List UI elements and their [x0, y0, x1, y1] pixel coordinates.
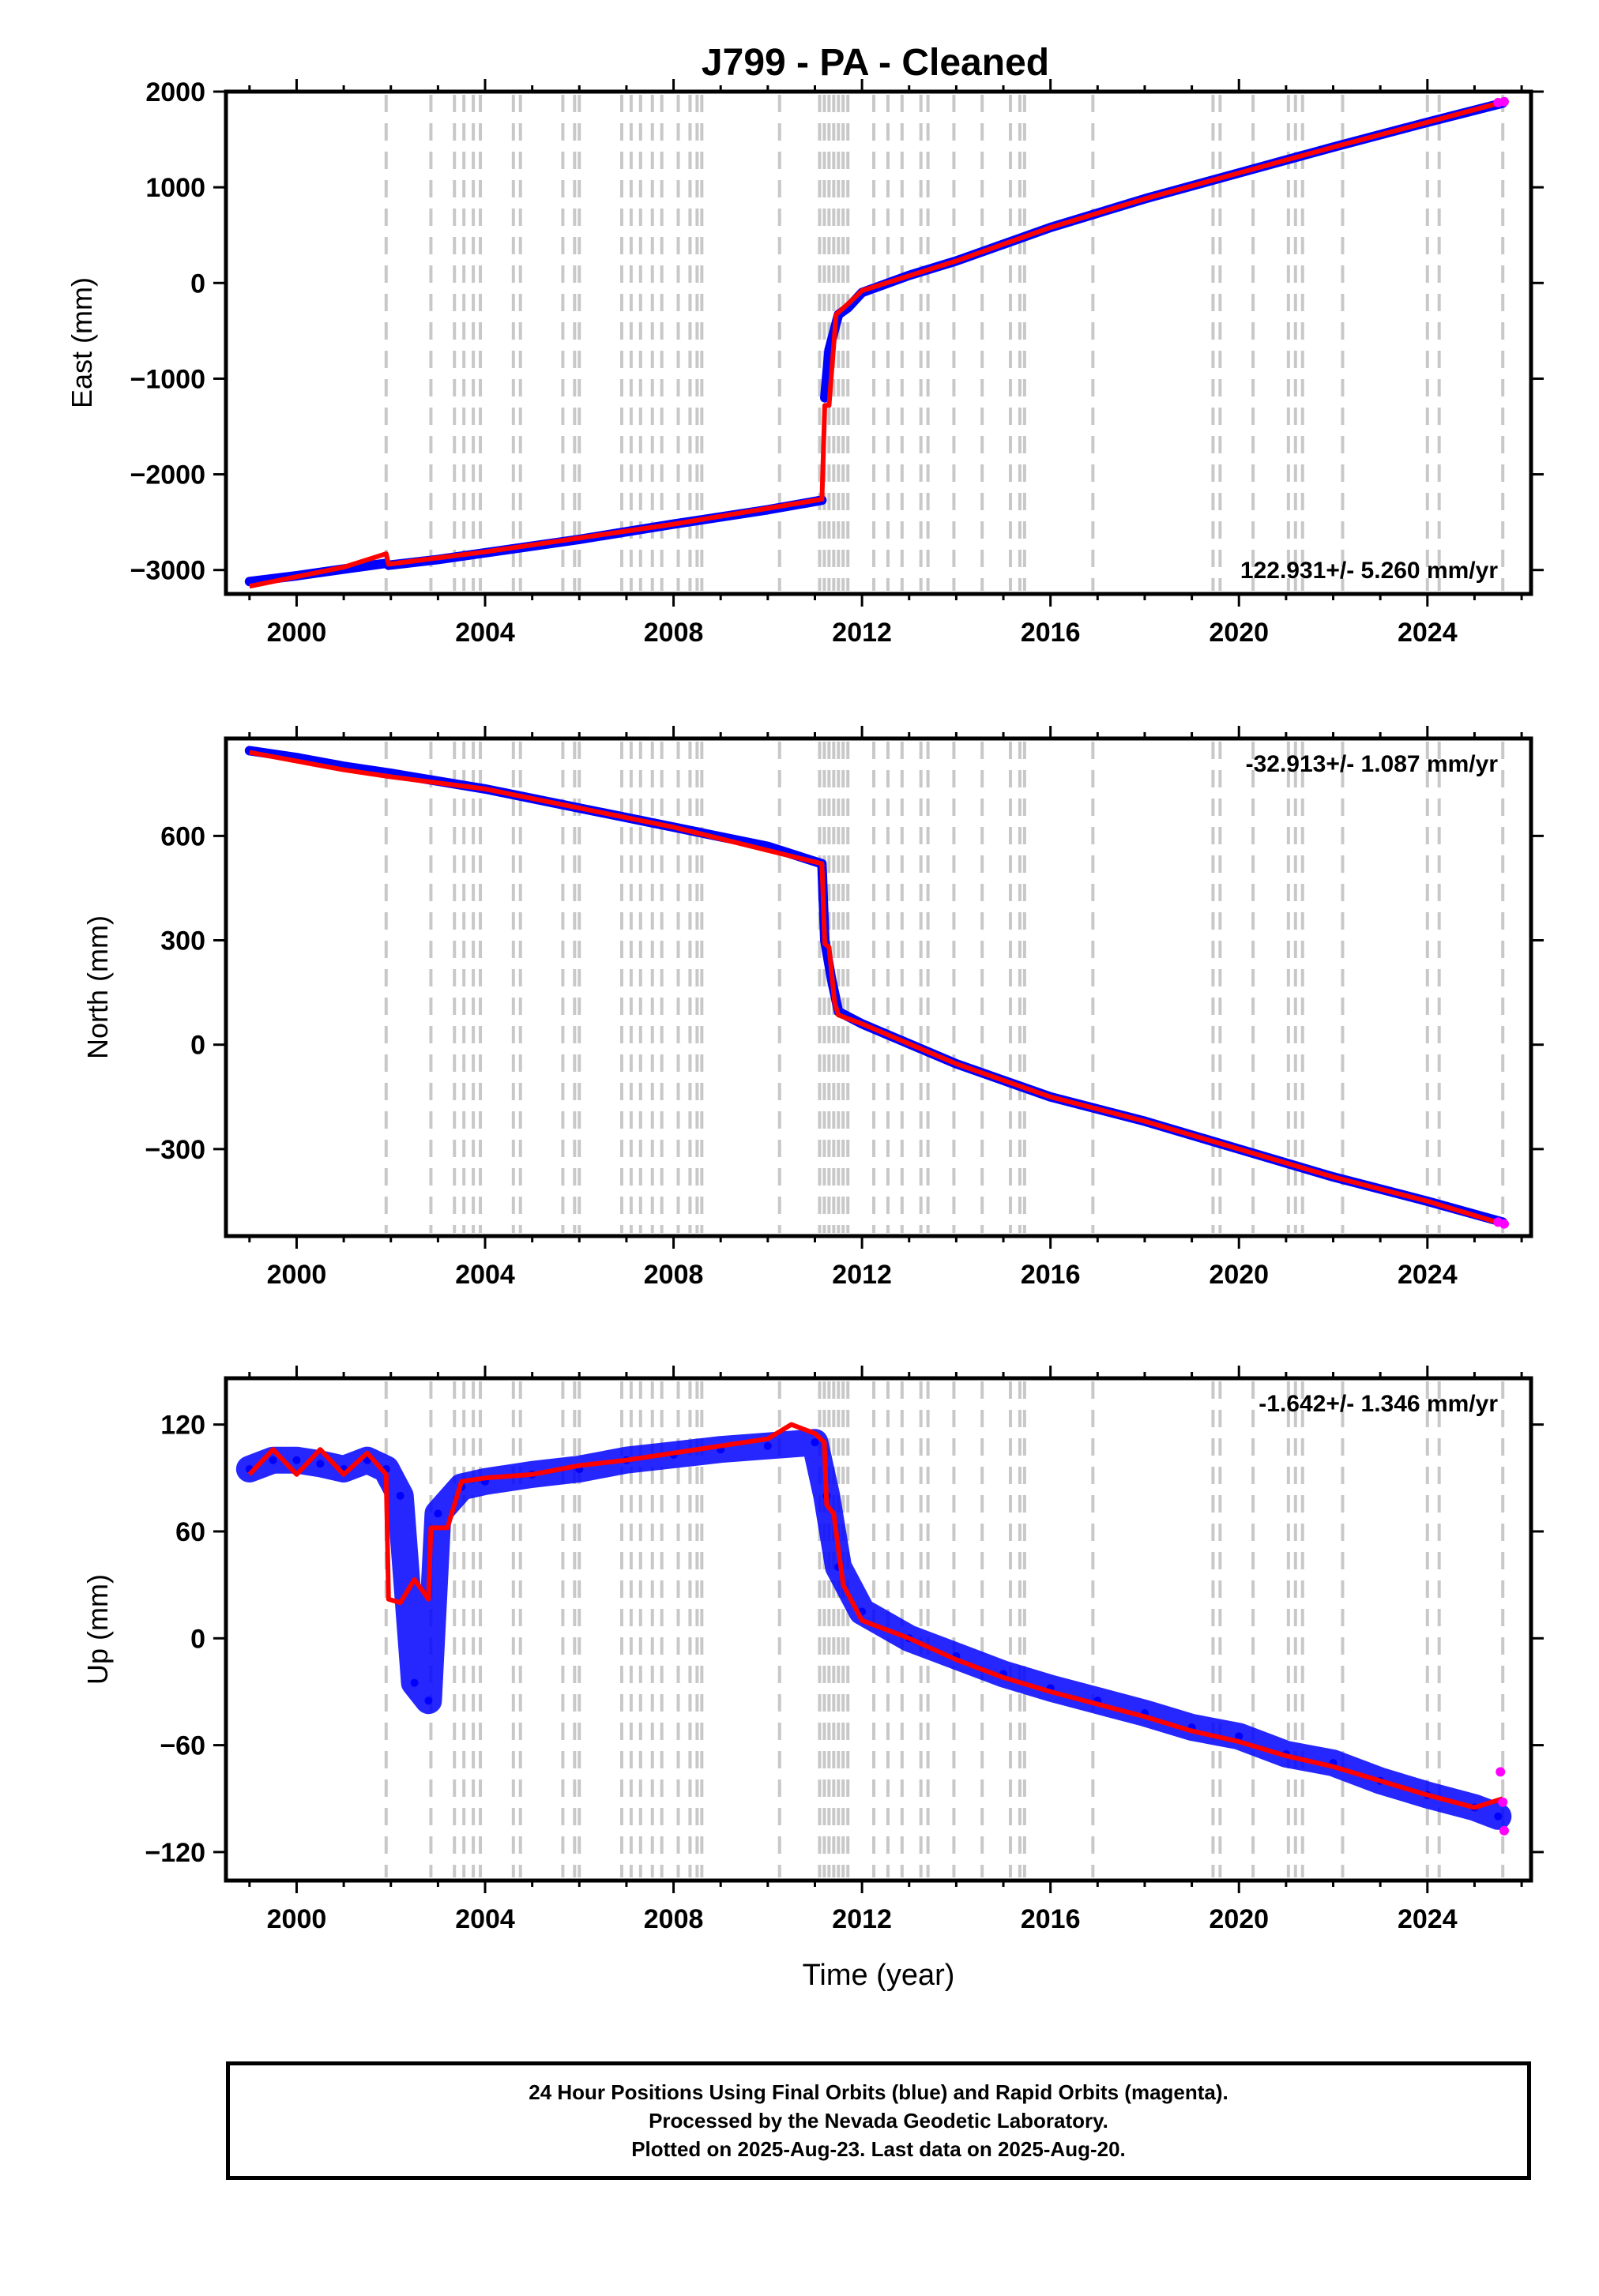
rapid-orbit-point	[1499, 1219, 1510, 1229]
y-tick-label: −2000	[130, 460, 206, 490]
x-tick-label: 2016	[1021, 618, 1081, 648]
final-orbit-point	[410, 1678, 419, 1687]
final-orbit-point	[434, 1509, 442, 1518]
x-tick-label: 2016	[1021, 1904, 1081, 1934]
event-lines	[384, 95, 1505, 591]
rapid-orbit-point	[1498, 1797, 1508, 1807]
rate-annotation: -32.913+/- 1.087 mm/yr	[1246, 751, 1499, 777]
rate-annotation: -1.642+/- 1.346 mm/yr	[1259, 1391, 1498, 1417]
footer-info-box: 24 Hour Positions Using Final Orbits (bl…	[226, 2061, 1531, 2180]
rapid-orbit-point	[1499, 1825, 1510, 1836]
model-series-line	[249, 100, 1503, 589]
y-axis-label: East (mm)	[66, 277, 98, 408]
y-tick-label: −60	[160, 1731, 205, 1761]
y-tick-label: −1000	[130, 364, 206, 394]
y-tick-label: 1000	[145, 173, 205, 203]
final-orbit-point	[269, 1456, 277, 1464]
final-orbit-series	[244, 98, 1508, 587]
footer-line-2: Processed by the Nevada Geodetic Laborat…	[649, 2109, 1108, 2133]
y-tick-label: 0	[190, 1031, 205, 1061]
y-tick-label: −300	[145, 1135, 205, 1165]
x-axis-label: Time (year)	[803, 1959, 955, 1992]
x-tick-label: 2024	[1398, 1260, 1458, 1290]
rapid-orbit-point	[1499, 96, 1510, 107]
x-tick-label: 2004	[455, 1904, 515, 1934]
panel-east: −3000 −2000 −1000 0 1000 2000 2000 2004 2008 2012…	[66, 77, 1544, 648]
x-tick-label: 2004	[455, 618, 515, 648]
final-orbit-point	[763, 1441, 772, 1450]
data-layer	[244, 746, 1510, 1229]
x-tick-label: 2024	[1398, 618, 1458, 648]
x-tick-label: 2020	[1209, 1260, 1269, 1290]
panel-up: −120 −60 0 60 120 2000 2004 2008 2012 2016 2020 202…	[81, 1366, 1544, 1992]
rapid-orbit-point	[1496, 1767, 1506, 1777]
y-tick-label: 300	[160, 926, 205, 956]
y-tick-label: 0	[190, 269, 205, 299]
final-orbit-point	[424, 1697, 433, 1705]
final-orbit-series	[244, 746, 1508, 1227]
x-tick-label: 2012	[832, 618, 892, 648]
x-tick-label: 2012	[832, 1260, 892, 1290]
x-tick-label: 2008	[644, 1260, 704, 1290]
rate-annotation: 122.931+/- 5.260 mm/yr	[1240, 558, 1498, 584]
final-orbit-point	[811, 1438, 819, 1447]
final-orbit-point	[316, 1460, 325, 1468]
x-tick-label: 2000	[267, 1904, 327, 1934]
chart-title: J799 - PA - Cleaned	[702, 42, 1049, 84]
x-tick-label: 2024	[1398, 1904, 1458, 1934]
y-tick-label: −120	[145, 1838, 205, 1868]
model-series-line	[249, 750, 1504, 1227]
y-tick-label: −3000	[130, 556, 206, 586]
x-tick-label: 2008	[644, 1904, 704, 1934]
panel-north: −300 0 300 600 2000 2004 2008 2012 2016 2020 2024 N…	[81, 726, 1544, 1290]
final-orbit-point	[1494, 1812, 1503, 1821]
x-tick-label: 2000	[267, 1260, 327, 1290]
event-lines	[384, 1381, 1505, 1877]
x-tick-label: 2016	[1021, 1260, 1081, 1290]
y-tick-label: 2000	[145, 77, 205, 107]
x-tick-label: 2020	[1209, 1904, 1269, 1934]
panel-frame	[224, 736, 1533, 1238]
x-tick-label: 2004	[455, 1260, 515, 1290]
y-axis-label: Up (mm)	[81, 1574, 114, 1685]
y-tick-label: 0	[190, 1624, 205, 1654]
data-layer	[244, 96, 1510, 589]
panel-frame	[224, 1376, 1533, 1883]
final-orbit-point	[1235, 1732, 1243, 1741]
x-tick-label: 2008	[644, 618, 704, 648]
final-orbit-point	[292, 1456, 301, 1464]
footer-line-1: 24 Hour Positions Using Final Orbits (bl…	[529, 2080, 1228, 2104]
y-tick-label: 600	[160, 821, 205, 851]
panel-frame	[224, 89, 1533, 596]
model-series-line	[247, 1422, 1504, 1810]
y-tick-label: 120	[160, 1411, 205, 1441]
footer-line-3: Plotted on 2025-Aug-23. Last data on 202…	[631, 2137, 1126, 2161]
x-tick-label: 2020	[1209, 618, 1269, 648]
final-orbit-point	[396, 1491, 404, 1500]
x-tick-label: 2000	[267, 618, 327, 648]
final-orbit-point	[821, 393, 830, 402]
y-tick-label: 60	[175, 1517, 205, 1547]
data-layer	[235, 1422, 1512, 1836]
y-axis-label: North (mm)	[81, 915, 114, 1059]
x-tick-label: 2012	[832, 1904, 892, 1934]
event-lines	[384, 742, 1505, 1233]
